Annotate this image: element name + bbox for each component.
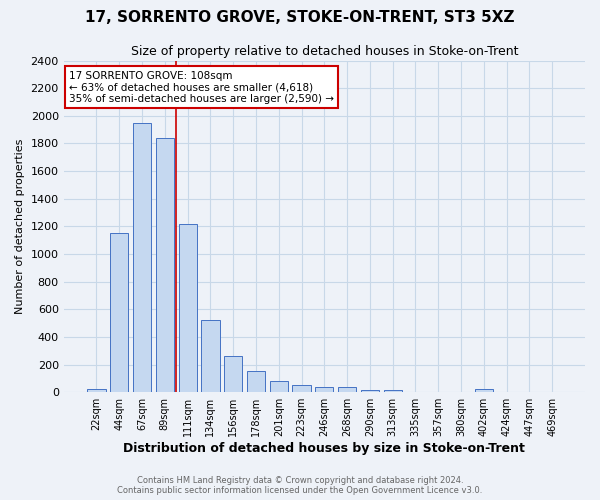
Bar <box>361 390 379 392</box>
Text: 17, SORRENTO GROVE, STOKE-ON-TRENT, ST3 5XZ: 17, SORRENTO GROVE, STOKE-ON-TRENT, ST3 … <box>85 10 515 25</box>
Bar <box>201 320 220 392</box>
Bar <box>269 381 288 392</box>
Bar <box>475 390 493 392</box>
Bar <box>383 390 402 392</box>
Bar <box>247 372 265 392</box>
Bar <box>179 224 197 392</box>
Bar <box>156 138 174 392</box>
Text: 17 SORRENTO GROVE: 108sqm
← 63% of detached houses are smaller (4,618)
35% of se: 17 SORRENTO GROVE: 108sqm ← 63% of detac… <box>69 70 334 104</box>
Bar <box>224 356 242 392</box>
Bar <box>338 388 356 392</box>
Text: Contains HM Land Registry data © Crown copyright and database right 2024.
Contai: Contains HM Land Registry data © Crown c… <box>118 476 482 495</box>
Bar <box>292 386 311 392</box>
X-axis label: Distribution of detached houses by size in Stoke-on-Trent: Distribution of detached houses by size … <box>124 442 525 455</box>
Bar <box>133 122 151 392</box>
Bar <box>110 232 128 392</box>
Bar <box>88 389 106 392</box>
Title: Size of property relative to detached houses in Stoke-on-Trent: Size of property relative to detached ho… <box>131 45 518 58</box>
Bar <box>315 387 334 392</box>
Y-axis label: Number of detached properties: Number of detached properties <box>15 138 25 314</box>
